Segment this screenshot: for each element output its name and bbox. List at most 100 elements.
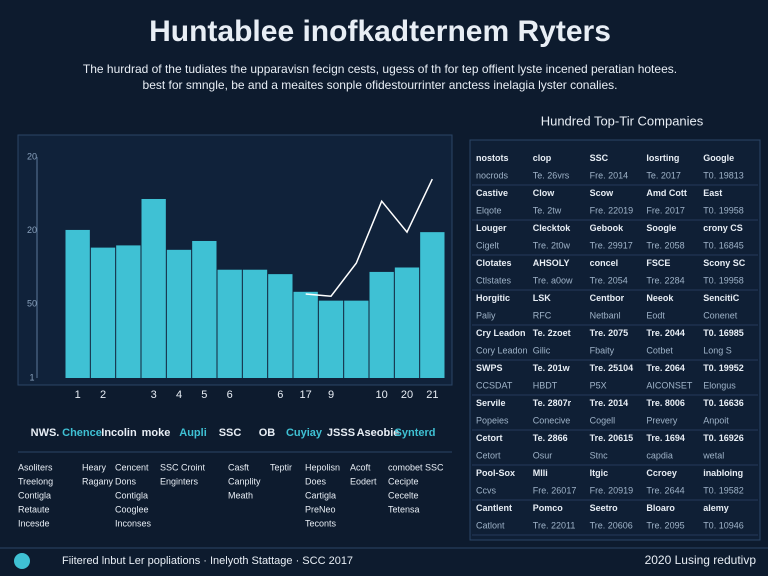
- logo: Aseobie: [357, 427, 400, 439]
- company-cell: Fbaity: [590, 346, 615, 356]
- company-cell: Tre. 2058: [646, 241, 684, 251]
- company-cell: Fre. 26017: [533, 486, 577, 496]
- company-cell: Gilic: [533, 346, 551, 356]
- company-cell: T0. 19813: [703, 171, 744, 181]
- company-cell: nostots: [476, 153, 509, 163]
- bar: [344, 300, 369, 378]
- company-cell: wetal: [702, 451, 724, 461]
- company-cell: Prevery: [646, 416, 678, 426]
- logo-text: Treelong: [18, 476, 53, 486]
- company-cell: Paliy: [476, 311, 496, 321]
- logo-text: SSC Croint: [160, 462, 206, 472]
- company-cell: HBDT: [533, 381, 558, 391]
- logo-text: Contigla: [115, 490, 148, 500]
- logo-text: Ragany: [82, 476, 114, 486]
- company-cell: Clotates: [476, 258, 512, 268]
- company-cell: East: [703, 188, 722, 198]
- logo-text: Cooglee: [115, 504, 149, 514]
- company-cell: T0. 10946: [703, 521, 744, 531]
- y-label: 50: [27, 299, 37, 309]
- company-cell: Soogle: [646, 223, 676, 233]
- company-cell: FSCE: [646, 258, 670, 268]
- company-cell: Seetro: [590, 503, 619, 513]
- x-tick-label: 21: [426, 389, 438, 401]
- bar: [116, 245, 141, 378]
- company-cell: Tre. 2284: [646, 276, 684, 286]
- company-cell: Ctlstates: [476, 276, 512, 286]
- company-cell: nocrods: [476, 171, 509, 181]
- company-cell: T0. 16926: [703, 433, 744, 443]
- x-tick-label: 20: [401, 389, 413, 401]
- company-cell: Te. 2zoet: [533, 328, 571, 338]
- company-cell: Tre. 1694: [646, 433, 685, 443]
- bar: [166, 249, 192, 378]
- company-cell: alemy: [703, 503, 729, 513]
- logo-text: Contigla: [18, 490, 51, 500]
- logo-text: Inconses: [115, 518, 152, 528]
- company-cell: Anpoit: [703, 416, 729, 426]
- logo-text: Meath: [228, 490, 253, 500]
- x-tick-label: 3: [151, 389, 157, 401]
- bar: [293, 291, 318, 378]
- company-cell: Amd Cott: [646, 188, 687, 198]
- company-cell: Tre. 8006: [646, 398, 685, 408]
- company-cell: Te. 2866: [533, 433, 568, 443]
- bar: [242, 269, 268, 378]
- logo-text: Does: [305, 476, 327, 486]
- y-label: 20: [27, 225, 37, 235]
- bar: [65, 229, 90, 378]
- company-cell: T0. 16985: [703, 328, 744, 338]
- company-cell: T0. 19958: [703, 206, 744, 216]
- logo: Chence: [62, 427, 102, 439]
- company-cell: T0. 19952: [703, 363, 744, 373]
- logo-text: Incesde: [18, 518, 50, 528]
- company-cell: Catlont: [476, 521, 505, 531]
- logo-text: Tetensa: [388, 504, 420, 514]
- company-cell: Popeies: [476, 416, 509, 426]
- company-cell: P5X: [590, 381, 607, 391]
- company-cell: Scony SC: [703, 258, 746, 268]
- company-cell: Fre. 2017: [646, 206, 685, 216]
- x-tick-label: 17: [300, 389, 312, 401]
- bar: [369, 271, 394, 378]
- bar: [394, 267, 420, 378]
- company-cell: Cetort: [476, 451, 501, 461]
- company-cell: Ccroey: [646, 468, 677, 478]
- company-cell: Iosrting: [646, 153, 679, 163]
- company-cell: LSK: [533, 293, 552, 303]
- company-cell: Tre. 2044: [646, 328, 685, 338]
- logo-text: Dons: [115, 476, 137, 486]
- company-cell: Tre. 22011: [533, 521, 576, 531]
- company-cell: Fre. 22019: [590, 206, 634, 216]
- company-cell: Tre. 25104: [590, 363, 634, 373]
- bar: [141, 198, 166, 378]
- bar: [192, 240, 217, 378]
- x-tick-label: 2: [100, 389, 106, 401]
- company-cell: Pomco: [533, 503, 564, 513]
- company-cell: Elongus: [703, 381, 736, 391]
- company-cell: Cantlent: [476, 503, 512, 513]
- y-label: 20: [27, 151, 37, 161]
- company-cell: Cotbet: [646, 346, 673, 356]
- bar: [268, 274, 293, 378]
- logo: OB: [259, 427, 276, 439]
- company-cell: Tre. 2054: [590, 276, 628, 286]
- company-cell: Itgic: [590, 468, 609, 478]
- company-cell: SWPS: [476, 363, 503, 373]
- logo-text: PreNeo: [305, 504, 336, 514]
- company-cell: Te. 26vrs: [533, 171, 570, 181]
- logo: JSSS: [327, 427, 355, 439]
- company-cell: Cigelt: [476, 241, 500, 251]
- company-cell: Gebook: [590, 223, 624, 233]
- logo-text: Cecipte: [388, 476, 419, 486]
- company-cell: Eodt: [646, 311, 665, 321]
- company-cell: Cory Leadon: [476, 346, 528, 356]
- company-cell: T0. 16845: [703, 241, 744, 251]
- company-cell: Clecktok: [533, 223, 572, 233]
- logo-text: Cencent: [115, 462, 149, 472]
- logo-text: Teconts: [305, 518, 337, 528]
- company-cell: Tre. 2064: [646, 363, 685, 373]
- company-cell: Bloaro: [646, 503, 675, 513]
- company-cell: Te. 2tw: [533, 206, 562, 216]
